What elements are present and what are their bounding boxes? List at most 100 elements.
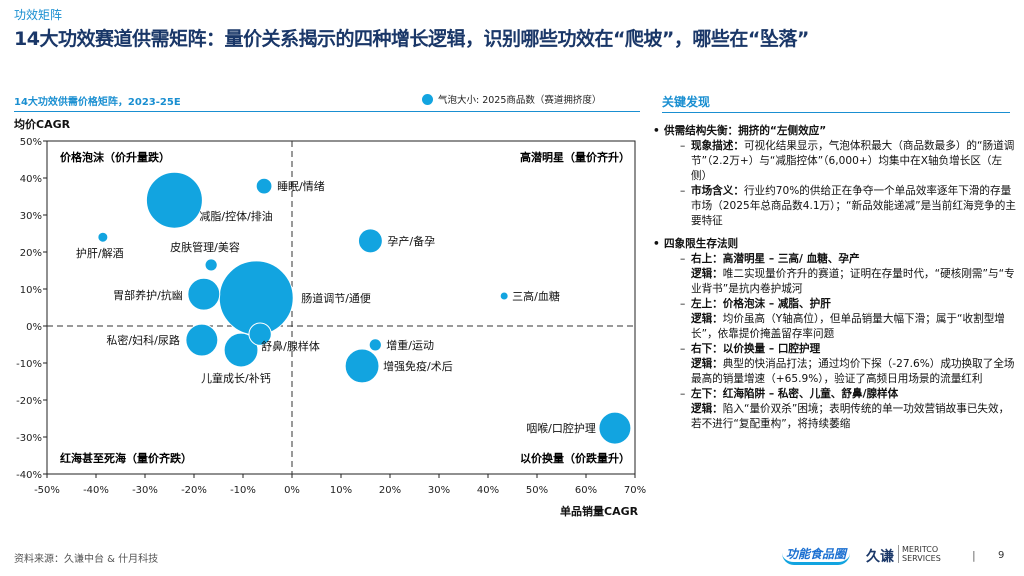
key-findings: 供需结构失衡：拥挤的“左侧效应” 现象描述：可视化结果显示，气泡体积最大（商品数…: [650, 124, 1016, 434]
bullet-heading: 四象限生存法则: [664, 238, 739, 250]
legend-label: 气泡大小: 2025商品数（赛道拥挤度）: [438, 95, 602, 106]
source-note: 资料来源：久谦中台 & 什月科技: [14, 554, 159, 565]
x-tick-label: 20%: [379, 485, 401, 496]
quadrant-label-bottom-right: 以价换量（价跌量升）: [520, 451, 630, 465]
bubble-chart: -50% -40% -30% -20% -10% 0% 10% 20% 30% 40% 50% 60%…: [16, 137, 646, 496]
sub-text: 可视化结果显示，气泡体积最大（商品数最多）的“肠道调节”（2.2万+）与“减脂控…: [691, 140, 1015, 182]
x-tick-label: -10%: [230, 485, 256, 496]
sub-bullet: 现象描述：可视化结果显示，气泡体积最大（商品数最多）的“肠道调节”（2.2万+）…: [664, 139, 1016, 184]
bubble-label: 儿童成长/补钙: [201, 371, 271, 385]
bubble-label: 肠道调节/通便: [301, 291, 371, 305]
sub-text: 典型的快消品打法；通过均价下探（-27.6%）成功换取了全场最高的销量增速（+6…: [691, 358, 1015, 385]
quadrant-rule: 右上：高潜明星 – 三高/ 血糖、孕产逻辑：唯二实现量价齐升的赛道；证明在存量时…: [664, 252, 1016, 297]
sub-text: 均价虽高（Y轴高位），但单品销量大幅下滑；属于“收割型增长”，依靠提价掩盖留存率…: [691, 313, 1005, 340]
bubble: [97, 231, 109, 243]
bubble: [185, 323, 219, 357]
bubble-label: 咽喉/口腔护理: [526, 421, 596, 435]
page-number: 9: [998, 550, 1005, 561]
y-axis-label: 均价CAGR: [14, 118, 71, 131]
bullet-heading: 供需结构失衡：拥挤的“左侧效应”: [664, 125, 827, 137]
bubble-label: 胃部养护/抗幽: [113, 288, 183, 302]
sub-heading: 左下：红海陷阱 – 私密、儿童、舒鼻/腺样体: [691, 388, 899, 400]
sub-text: 行业约70%的供给正在争夺一个单品效率逐年下滑的存量市场（2025年总商品数4.…: [691, 185, 1016, 227]
bubble-label: 舒鼻/腺样体: [261, 339, 320, 353]
y-tick-label: -10%: [16, 359, 42, 370]
bubble: [368, 338, 382, 352]
finding-bullet: 供需结构失衡：拥挤的“左侧效应” 现象描述：可视化结果显示，气泡体积最大（商品数…: [650, 124, 1016, 229]
y-tick-label: 10%: [20, 285, 42, 296]
x-tick-label: 40%: [477, 485, 499, 496]
bubble: [187, 277, 221, 311]
bubble: [248, 322, 272, 346]
bubble: [344, 348, 380, 384]
sub-heading: 市场含义：: [691, 185, 744, 197]
key-findings-title: 关键发现: [662, 95, 711, 109]
bubble-label: 孕产/备孕: [387, 234, 435, 248]
y-tick-label: 20%: [20, 248, 42, 259]
logo-meritco: MERITCO SERVICES: [898, 545, 946, 563]
bubble-label: 护肝/解酒: [76, 246, 124, 260]
sub-text: 陷入“量价双杀”困境；表明传统的单一功效营销故事已失效，若不进行“复配重构”，将…: [691, 403, 1010, 430]
page-separator: |: [972, 549, 976, 562]
bubble: [499, 291, 509, 301]
logo-functional-food: 功能食品圈: [782, 545, 851, 565]
quadrant-label-bottom-left: 红海甚至死海（量价齐跌）: [60, 451, 192, 465]
bubble: [357, 228, 383, 254]
divider: [14, 111, 640, 112]
y-tick-label: 40%: [20, 174, 42, 185]
sub-heading: 左上：价格泡沫 – 减脂、护肝: [691, 298, 831, 310]
bubble-label: 私密/妇科/尿路: [106, 333, 179, 347]
quadrant-rule: 左下：红海陷阱 – 私密、儿童、舒鼻/腺样体逻辑：陷入“量价双杀”困境；表明传统…: [664, 387, 1016, 432]
sub-text: 唯二实现量价齐升的赛道；证明在存量时代，“硬核刚需”与“专业背书”是抗内卷护城河: [691, 268, 1015, 295]
bubble: [204, 258, 218, 272]
x-tick-label: 60%: [575, 485, 597, 496]
chart-legend: 气泡大小: 2025商品数（赛道拥挤度）: [422, 92, 601, 106]
x-tick-label: -40%: [83, 485, 109, 496]
bubble-label: 三高/血糖: [512, 289, 560, 303]
bubble-label: 减脂/控体/排油: [199, 209, 272, 223]
y-tick-label: 0%: [26, 322, 42, 333]
quadrant-label-top-right: 高潜明星（量价齐升）: [520, 150, 630, 164]
bubble-label: 增重/运动: [386, 338, 434, 352]
chart-title: 14大功效供需价格矩阵，2023-25E: [14, 97, 181, 108]
bubble: [598, 411, 632, 445]
x-tick-label: -30%: [132, 485, 158, 496]
x-tick-label: -20%: [181, 485, 207, 496]
x-tick-label: -50%: [34, 485, 60, 496]
y-tick-label: -40%: [16, 470, 42, 481]
page-title: 14大功效赛道供需矩阵：量价关系揭示的四种增长逻辑，识别哪些功效在“爬坡”，哪些…: [14, 28, 809, 50]
logic-label: 逻辑：: [691, 313, 723, 325]
bubble-label: 增强免疫/术后: [383, 359, 453, 373]
sub-heading: 现象描述：: [691, 140, 744, 152]
quadrant-rule: 右下：以价换量 – 口腔护理逻辑：典型的快消品打法；通过均价下探（-27.6%）…: [664, 342, 1016, 387]
x-tick-label: 30%: [428, 485, 450, 496]
bubble: [145, 171, 203, 229]
x-tick-label: 10%: [330, 485, 352, 496]
x-axis-label: 单品销量CAGR: [560, 505, 639, 518]
sub-bullet: 市场含义：行业约70%的供给正在争夺一个单品效率逐年下滑的存量市场（2025年总…: [664, 184, 1016, 229]
y-tick-label: -20%: [16, 396, 42, 407]
section-label: 功效矩阵: [14, 8, 63, 22]
logic-label: 逻辑：: [691, 358, 723, 370]
logic-label: 逻辑：: [691, 268, 723, 280]
logo-jiuqian: 久谦: [866, 549, 894, 565]
y-tick-label: 30%: [20, 211, 42, 222]
bubble: [255, 177, 273, 195]
logic-label: 逻辑：: [691, 403, 723, 415]
bubble-legend-icon: [422, 93, 433, 105]
quadrant-rule: 左上：价格泡沫 – 减脂、护肝逻辑：均价虽高（Y轴高位），但单品销量大幅下滑；属…: [664, 297, 1016, 342]
x-tick-label: 0%: [284, 485, 300, 496]
bubble-label: 皮肤管理/美容: [170, 240, 240, 254]
bubble-label: 睡眠/情绪: [277, 179, 325, 193]
finding-bullet: 四象限生存法则 右上：高潜明星 – 三高/ 血糖、孕产逻辑：唯二实现量价齐升的赛…: [650, 237, 1016, 432]
sub-heading: 右下：以价换量 – 口腔护理: [691, 343, 821, 355]
quadrant-label-top-left: 价格泡沫（价升量跌）: [60, 150, 170, 164]
y-tick-label: -30%: [16, 433, 42, 444]
x-tick-label: 50%: [526, 485, 548, 496]
y-tick-label: 50%: [20, 137, 42, 148]
sub-heading: 右上：高潜明星 – 三高/ 血糖、孕产: [691, 253, 860, 265]
bubble: [223, 332, 259, 368]
x-tick-label: 70%: [624, 485, 646, 496]
divider: [662, 112, 1010, 113]
